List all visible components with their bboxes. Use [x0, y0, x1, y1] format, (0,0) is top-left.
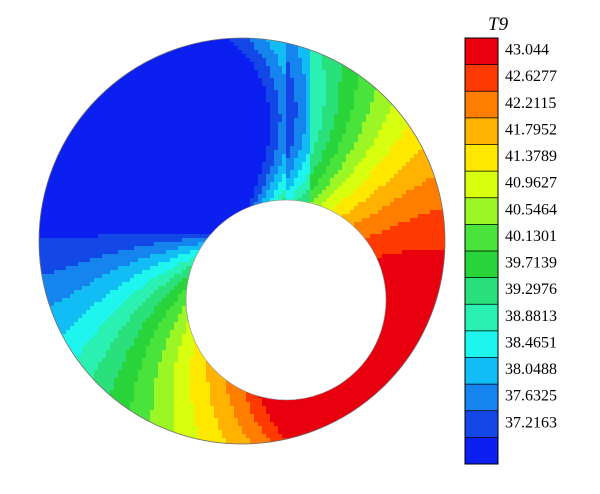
colorbar-swatch	[465, 304, 498, 331]
colorbar-swatch	[465, 65, 498, 92]
colorbar-swatch	[465, 224, 498, 251]
colorbar-swatch	[465, 278, 498, 305]
colorbar-tick-label: 43.044	[505, 42, 549, 59]
colorbar-swatch	[465, 91, 498, 118]
colorbar-tick-label: 41.3789	[505, 148, 557, 165]
colorbar-tick-label: 41.7952	[505, 121, 557, 138]
colorbar-tick-label: 40.5464	[505, 201, 557, 218]
colorbar-tick-label: 38.8813	[505, 308, 557, 325]
colorbar-swatch	[465, 118, 498, 145]
colorbar-tick-label: 39.2976	[505, 281, 557, 298]
colorbar-swatch	[465, 251, 498, 278]
colorbar-swatch	[465, 384, 498, 411]
colorbar-title: T9	[488, 14, 508, 36]
colorbar-tick-label: 37.2163	[505, 414, 557, 431]
colorbar-tick-label: 40.1301	[505, 228, 557, 245]
colorbar-tick-label: 38.4651	[505, 334, 557, 351]
colorbar-tick-label: 38.0488	[505, 361, 557, 378]
colorbar-swatch	[465, 358, 498, 385]
colorbar-tick-label: 40.9627	[505, 175, 557, 192]
colorbar-tick-label: 42.6277	[505, 68, 557, 85]
colorbar-tick-label: 42.2115	[505, 95, 556, 112]
colorbar-swatch	[465, 38, 498, 65]
colorbar-swatch	[465, 411, 498, 438]
colorbar-tick-label: 37.6325	[505, 388, 557, 405]
colorbar: 43.044 42.6277 42.2115 41.7952 41.3789 40.962…	[462, 0, 600, 489]
colorbar-swatch	[465, 198, 498, 225]
colorbar-legend: T9 43.044 42.6277 42.2115 41.7952 41.3789 40.…	[462, 0, 600, 489]
inner-boundary	[186, 200, 386, 400]
colorbar-swatch	[465, 145, 498, 172]
colorbar-swatch	[465, 437, 498, 464]
colorbar-swatch	[465, 331, 498, 358]
colorbar-swatch	[465, 171, 498, 198]
colorbar-tick-label: 39.7139	[505, 255, 557, 272]
contour-plot	[0, 0, 460, 489]
